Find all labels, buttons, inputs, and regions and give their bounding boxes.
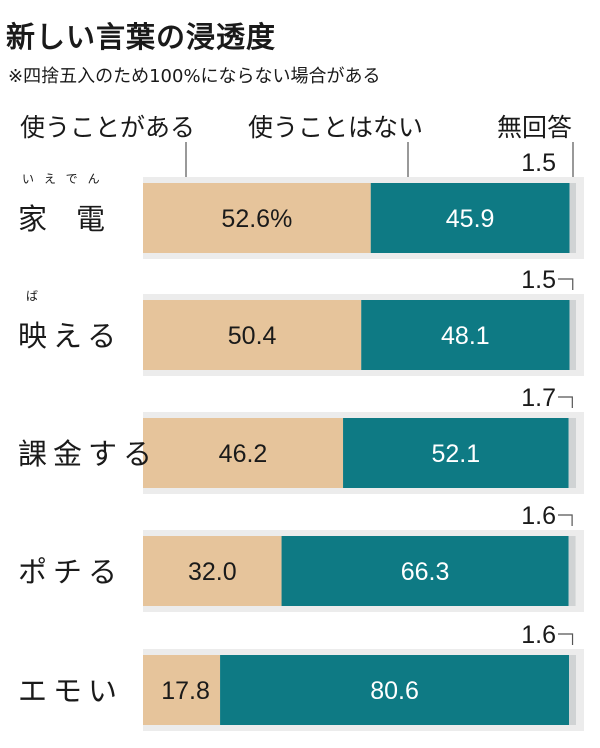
data-label-use: 50.4 — [228, 322, 277, 350]
no-answer-bracket — [558, 278, 574, 290]
legend-no-answer: 無回答 — [497, 113, 573, 142]
data-label-no-answer: 1.6 — [521, 621, 556, 649]
data-label-not-use: 45.9 — [446, 205, 495, 233]
legend-not-use: 使うことはない — [248, 113, 424, 142]
no-answer-bracket — [558, 514, 573, 526]
bar-no-answer — [569, 655, 576, 725]
chart-note: ※四捨五入のため100%にならない場合がある — [8, 66, 381, 87]
bar-not-use — [361, 300, 570, 370]
bar-use — [143, 418, 344, 488]
data-label-no-answer: 1.5 — [521, 266, 556, 294]
no-answer-bracket — [558, 633, 574, 645]
bar-not-use — [370, 183, 570, 253]
bar-no-answer — [569, 183, 576, 253]
data-label-use: 46.2 — [219, 440, 268, 468]
bar-use — [143, 300, 362, 370]
bar-not-use — [343, 418, 569, 488]
category-label: 課金する — [18, 437, 158, 471]
data-label-not-use: 80.6 — [370, 677, 419, 705]
bar-no-answer — [569, 300, 576, 370]
data-label-no-answer: 1.7 — [521, 384, 556, 412]
category-ruby: ば — [26, 289, 38, 303]
data-label-use: 52.6% — [221, 205, 292, 233]
bar-use — [143, 655, 221, 725]
category-label: 家 電 — [18, 202, 105, 236]
category-label: ポチる — [18, 555, 123, 589]
bar-no-answer — [568, 536, 576, 606]
category-label: エモい — [18, 674, 123, 708]
data-label-no-answer: 1.5 — [521, 149, 556, 177]
bar-use — [143, 536, 282, 606]
no-answer-bracket — [558, 396, 573, 408]
data-label-not-use: 66.3 — [401, 558, 450, 586]
data-label-use: 32.0 — [188, 558, 237, 586]
category-label: 映える — [18, 319, 122, 353]
bar-no-answer — [568, 418, 576, 488]
bar-use — [143, 183, 371, 253]
legend-use: 使うことがある — [20, 113, 196, 142]
data-label-not-use: 52.1 — [432, 440, 481, 468]
data-label-no-answer: 1.6 — [521, 502, 556, 530]
bar-not-use — [220, 655, 570, 725]
bar-not-use — [281, 536, 569, 606]
data-label-use: 17.8 — [161, 677, 210, 705]
data-label-not-use: 48.1 — [441, 322, 490, 350]
category-ruby: いえでん — [22, 172, 110, 186]
chart-title: 新しい言葉の浸透度 — [6, 20, 277, 54]
